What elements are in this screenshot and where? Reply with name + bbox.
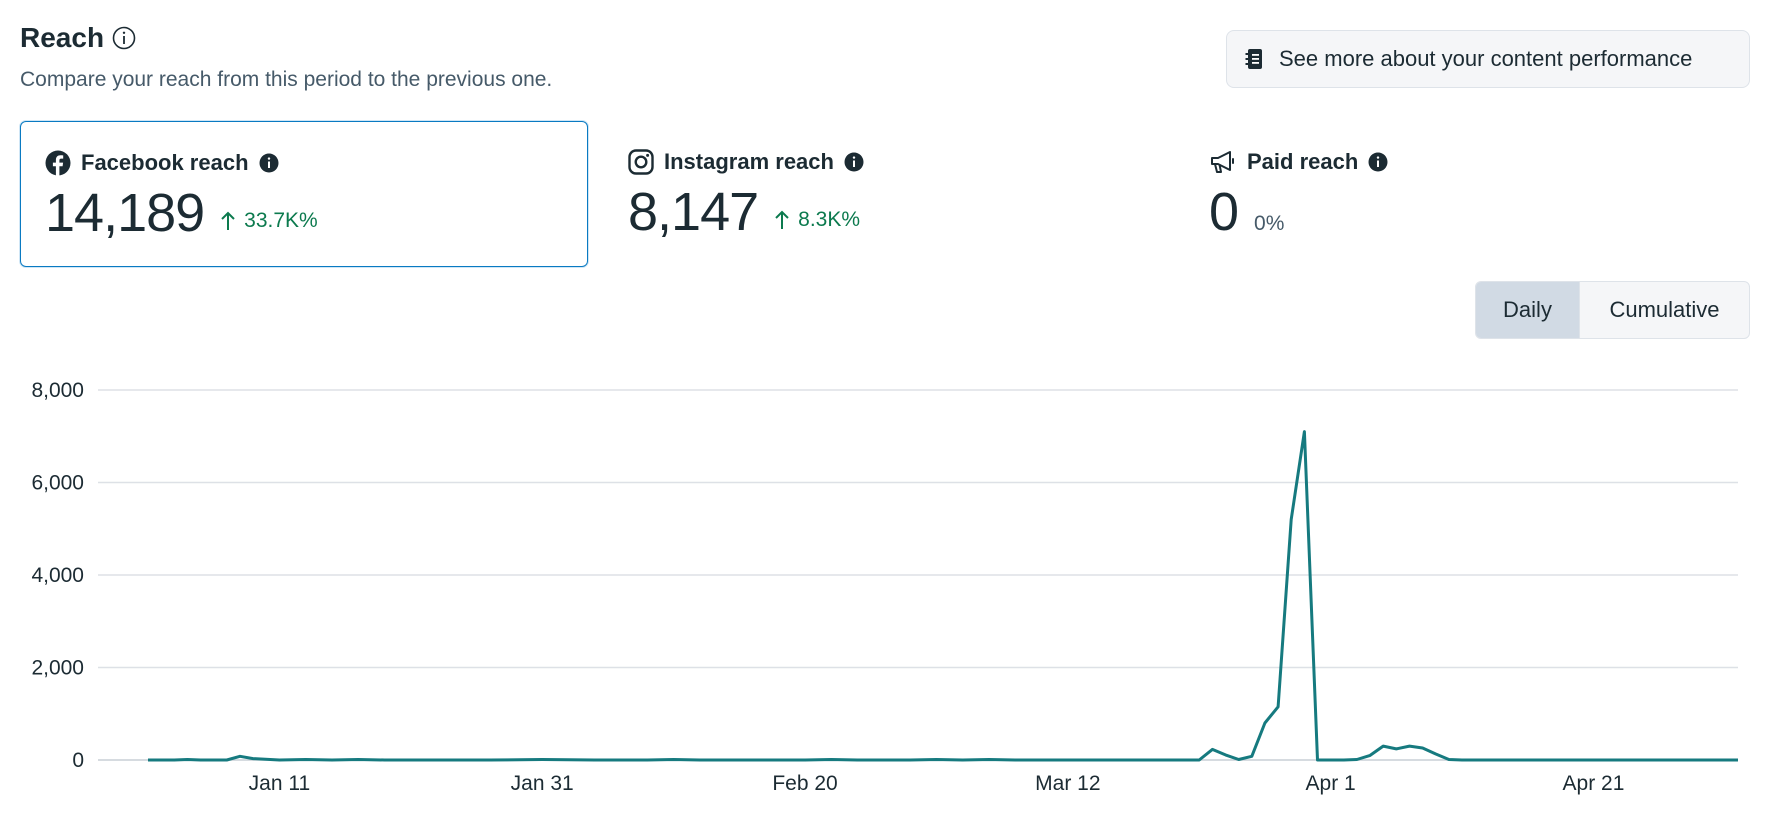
y-tick-label: 6,000 bbox=[31, 472, 84, 495]
content-performance-button[interactable]: See more about your content performance bbox=[1226, 30, 1750, 88]
metric-value: 0 bbox=[1209, 182, 1239, 242]
y-tick-label: 0 bbox=[72, 749, 84, 772]
instagram-icon bbox=[628, 149, 654, 175]
x-tick-label: Jan 11 bbox=[249, 772, 311, 795]
reach-line-chart: 0 2,000 4,000 6,000 8,000 Jan 11 Jan 31 Feb 20… bbox=[31, 379, 1738, 795]
metric-change: 0% bbox=[1254, 212, 1284, 236]
metric-change-value: 8.3K% bbox=[798, 208, 861, 231]
series-line bbox=[148, 430, 1738, 762]
metric-change: 33.7K% bbox=[220, 209, 318, 233]
header: Reach bbox=[20, 22, 136, 54]
info-icon[interactable] bbox=[1368, 152, 1388, 172]
facebook-icon bbox=[45, 150, 71, 176]
metric-change-value: 0% bbox=[1254, 212, 1285, 235]
chart-series bbox=[148, 430, 1738, 762]
metric-label: Paid reach bbox=[1247, 149, 1359, 174]
facebook-reach-card[interactable]: Facebook reach 14,189 33.7K% bbox=[20, 121, 588, 267]
page-subtitle: Compare your reach from this period to t… bbox=[20, 68, 553, 91]
arrow-up-icon bbox=[775, 210, 789, 229]
notebook-icon bbox=[1245, 49, 1262, 69]
x-axis-ticks: Jan 11 Jan 31 Feb 20 Mar 12 Apr 1 Apr 21 bbox=[249, 772, 1625, 795]
x-tick-label: Mar 12 bbox=[1035, 772, 1100, 795]
info-icon[interactable] bbox=[259, 153, 279, 173]
metric-value: 14,189 bbox=[45, 183, 205, 243]
paid-reach-card[interactable]: Paid reach 0 0% bbox=[1185, 121, 1753, 267]
y-tick-label: 8,000 bbox=[31, 379, 84, 402]
chart-grid bbox=[98, 389, 1738, 761]
page-title: Reach bbox=[20, 22, 105, 53]
metric-value: 8,147 bbox=[628, 182, 759, 242]
info-icon[interactable] bbox=[844, 152, 864, 172]
arrow-up-icon bbox=[221, 211, 235, 230]
info-outline-icon[interactable] bbox=[112, 26, 136, 50]
daily-toggle-button[interactable]: Daily bbox=[1476, 282, 1580, 338]
y-tick-label: 2,000 bbox=[31, 657, 84, 680]
metric-label: Instagram reach bbox=[664, 149, 834, 174]
x-tick-label: Apr 1 bbox=[1306, 772, 1356, 795]
y-tick-label: 4,000 bbox=[31, 564, 84, 587]
x-tick-label: Apr 21 bbox=[1563, 772, 1625, 795]
view-toggle: Daily Cumulative bbox=[1475, 281, 1750, 339]
megaphone-icon bbox=[1211, 151, 1234, 173]
metric-change-value: 33.7K% bbox=[244, 209, 318, 232]
metric-label: Facebook reach bbox=[81, 150, 249, 175]
instagram-reach-card[interactable]: Instagram reach 8,147 8.3K% bbox=[604, 121, 1172, 267]
metric-change: 8.3K% bbox=[774, 208, 860, 232]
x-tick-label: Jan 31 bbox=[511, 772, 574, 795]
cumulative-toggle-button[interactable]: Cumulative bbox=[1609, 297, 1720, 322]
content-performance-label: See more about your content performance bbox=[1279, 46, 1693, 71]
x-tick-label: Feb 20 bbox=[772, 772, 837, 795]
y-axis-ticks: 0 2,000 4,000 6,000 8,000 bbox=[31, 379, 84, 772]
